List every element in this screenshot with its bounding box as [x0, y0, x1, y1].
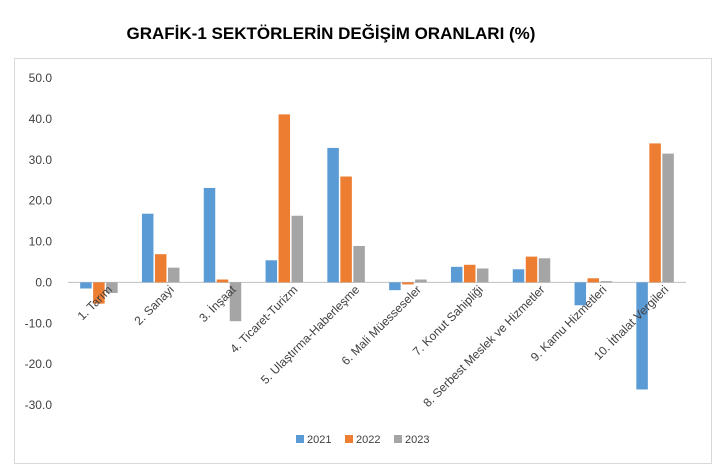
y-tick-label: 0.0 [35, 275, 52, 289]
bar-2023-10 [662, 153, 674, 283]
legend-swatch-2022 [345, 435, 353, 443]
bar-2022-8 [525, 256, 538, 283]
bar-2021-3 [203, 187, 216, 283]
bar-2023-1 [106, 282, 118, 294]
y-tick-label: -10.0 [25, 316, 53, 330]
legend-label-2021: 2021 [307, 434, 331, 446]
chart-title: GRAFİK-1 SEKTÖRLERİN DEĞİŞİM ORANLARI (%… [126, 24, 536, 43]
bar-2023-2 [167, 267, 180, 283]
bar-2023-9 [600, 281, 613, 283]
bar-2023-7 [476, 268, 489, 283]
bar-2021-2 [141, 213, 154, 283]
y-tick-label: 50.0 [29, 71, 53, 85]
bar-2022-5 [340, 176, 352, 283]
y-tick-label: 10.0 [29, 235, 53, 249]
bar-2023-5 [353, 245, 365, 283]
x-category-label: 8. Serbest Meslek ve Hizmetler [420, 283, 547, 410]
bar-2023-4 [291, 215, 304, 283]
bar-2021-8 [512, 269, 525, 283]
bar-2021-9 [574, 282, 587, 306]
chart-frame [14, 58, 712, 464]
x-category-label: 2. Sanayi [132, 283, 177, 328]
y-tick-label: 30.0 [29, 153, 53, 167]
y-tick-label: -20.0 [25, 357, 53, 371]
legend-label-2022: 2022 [356, 434, 380, 446]
bar-2021-5 [327, 147, 339, 283]
bar-2022-3 [216, 279, 229, 283]
legend-swatch-2023 [394, 435, 402, 443]
x-category-label: 5. Ulaştırma-Haberleşme [258, 282, 362, 386]
legend-label-2023: 2023 [405, 434, 429, 446]
bar-2022-6 [402, 282, 414, 285]
bar-2022-1 [93, 282, 105, 304]
bar-2022-2 [154, 254, 167, 283]
bar-2023-8 [538, 258, 551, 283]
y-tick-label: 20.0 [29, 194, 53, 208]
bar-2021-6 [389, 282, 401, 291]
bar-2022-10 [649, 143, 661, 283]
bar-2021-10 [636, 282, 648, 390]
bar-2023-3 [229, 282, 242, 322]
legend-swatch-2021 [296, 435, 304, 443]
bar-2022-4 [278, 114, 291, 283]
bar-2022-7 [463, 264, 476, 283]
y-tick-label: -30.0 [25, 398, 53, 412]
bar-2021-7 [450, 266, 463, 283]
bar-2022-9 [587, 278, 600, 283]
bar-2023-6 [415, 279, 427, 283]
bar-2021-1 [80, 282, 92, 289]
bar-2021-4 [265, 260, 278, 283]
y-tick-label: 40.0 [29, 112, 53, 126]
